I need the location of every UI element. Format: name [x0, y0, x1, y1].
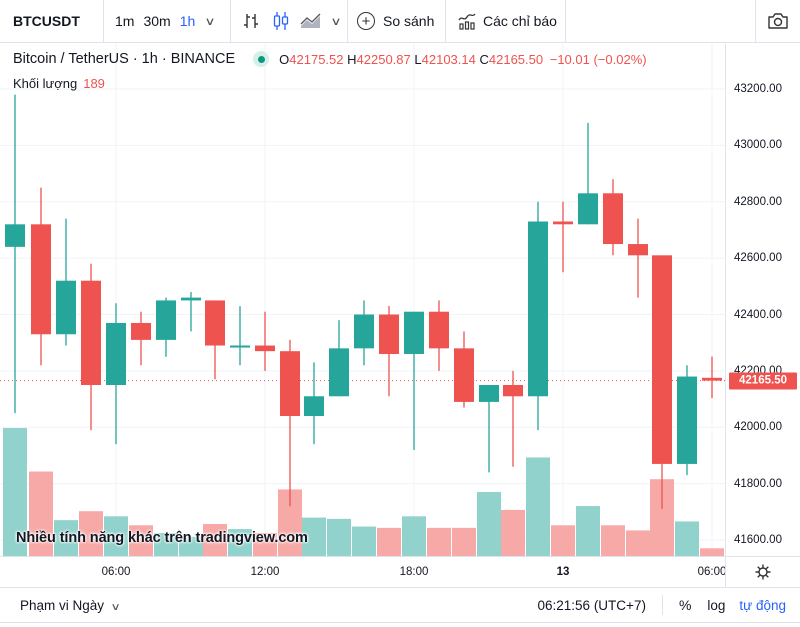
price-tick-label: 43200.00 — [734, 83, 782, 95]
indicators-icon — [458, 13, 476, 30]
price-tick-label: 42000.00 — [734, 421, 782, 434]
time-tick-label: 18:00 — [399, 566, 429, 578]
chart-pane[interactable]: Bitcoin / TetherUS · 1h · BINANCE O42175… — [0, 44, 725, 556]
divider — [661, 595, 663, 615]
snapshot-button[interactable] — [756, 0, 800, 43]
time-tick-label: 13 — [556, 566, 570, 578]
volume-legend: Khối lượng 189 — [13, 76, 105, 91]
symbol-legend: Bitcoin / TetherUS · 1h · BINANCE O42175… — [13, 51, 651, 67]
date-range-dropdown[interactable]: Phạm vi Ngày ∨ — [20, 597, 121, 613]
price-tick-label: 41600.00 — [734, 534, 782, 547]
candlestick-icon[interactable] — [270, 10, 292, 32]
time-tick-label: 06:00 — [697, 566, 727, 578]
open-value: 42175.52 — [289, 51, 344, 67]
interval-1h[interactable]: 1h — [179, 13, 196, 29]
interval-1m[interactable]: 1m — [115, 13, 135, 29]
area-chart-icon[interactable] — [300, 10, 322, 32]
price-tick-label: 42600.00 — [734, 252, 782, 265]
time-tick-label: 12:00 — [250, 566, 280, 578]
symbol-label: BTCUSDT — [13, 13, 80, 29]
compare-label: So sánh — [383, 13, 435, 29]
low-value: 42103.14 — [421, 51, 476, 67]
timezone-clock[interactable]: 06:21:56 (UTC+7) — [537, 597, 646, 613]
indicators-label: Các chỉ báo — [483, 13, 557, 29]
change-value: −10.01 (−0.02%) — [549, 51, 647, 67]
market-status-icon[interactable] — [253, 51, 270, 67]
bottom-toolbar: Phạm vi Ngày ∨ 06:21:56 (UTC+7) % log tự… — [0, 587, 800, 623]
time-tick-label: 06:00 — [101, 566, 131, 578]
candlestick-chart — [0, 44, 725, 556]
chart-type-chevron-down-icon[interactable]: ∨ — [330, 15, 342, 28]
log-scale-toggle[interactable]: log — [707, 597, 726, 613]
interval-group: 1m 30m 1h ∨ — [104, 0, 231, 43]
toolbar-spacer — [566, 0, 756, 43]
price-tick-label: 41800.00 — [734, 477, 782, 490]
interval-30m[interactable]: 30m — [143, 13, 171, 29]
time-axis[interactable]: 06:00 12:00 18:00 13 06:00 — [0, 556, 727, 587]
price-tick-label: 42400.00 — [734, 308, 782, 321]
chevron-down-icon: ∨ — [110, 601, 121, 613]
close-value: 42165.50 — [488, 51, 544, 67]
camera-icon — [768, 13, 788, 29]
tradingview-watermark[interactable]: Nhiều tính năng khác trên tradingview.co… — [16, 530, 308, 546]
last-price-label: 42165.50 — [729, 372, 797, 390]
gear-icon — [755, 564, 771, 580]
plus-circle-icon: + — [357, 12, 375, 30]
percent-scale-toggle[interactable]: % — [678, 597, 692, 613]
chart-type-group: ∨ — [231, 0, 348, 43]
bar-chart-icon[interactable] — [240, 10, 262, 32]
symbol-search-button[interactable]: BTCUSDT — [0, 0, 104, 43]
price-axis[interactable]: 41600.00 41800.00 42000.00 42200.00 42400.00… — [725, 44, 800, 556]
volume-label: Khối lượng — [13, 76, 78, 91]
interval-dropdown-chevron-down-icon[interactable]: ∨ — [204, 15, 216, 28]
auto-scale-toggle[interactable]: tự động — [739, 597, 786, 613]
price-tick-label: 43000.00 — [734, 139, 782, 152]
volume-value: 189 — [83, 76, 105, 91]
indicators-button[interactable]: Các chỉ báo — [446, 0, 566, 43]
chart-settings-button[interactable] — [725, 556, 800, 587]
compare-button[interactable]: + So sánh — [348, 0, 446, 43]
high-value: 42250.87 — [356, 51, 411, 67]
price-tick-label: 42800.00 — [734, 195, 782, 208]
ohlc-values: O42175.52 H42250.87 L42103.14 C42165.50 … — [279, 51, 647, 67]
date-range-label: Phạm vi Ngày — [20, 597, 105, 613]
legend-title: Bitcoin / TetherUS · 1h · BINANCE — [13, 51, 236, 67]
top-toolbar: BTCUSDT 1m 30m 1h ∨ ∨ + So sánh Các chỉ … — [0, 0, 800, 43]
